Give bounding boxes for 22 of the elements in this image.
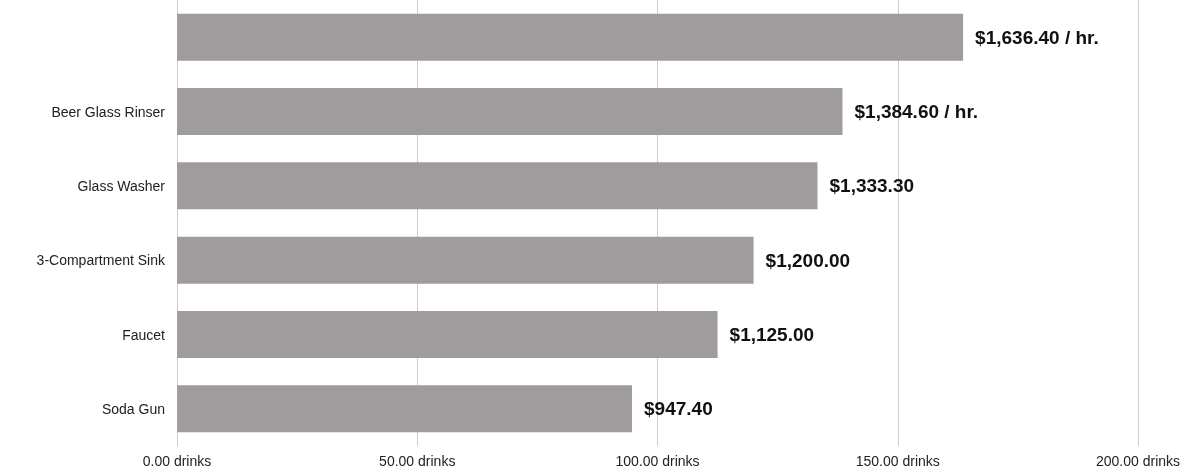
annotation: $1,333.30 [829, 175, 915, 197]
x-tick-label: 0.00 drinks [142, 453, 212, 468]
x-tick-label: 50.00 drinks [379, 453, 456, 468]
x-tick-label: 150.00 drinks [855, 453, 940, 468]
y-tick-label: Faucet [122, 326, 166, 343]
annotation: $947.40 [644, 398, 713, 420]
annotation: $1,200.00 [765, 249, 851, 271]
annotation: $1,384.60 / hr. [854, 101, 979, 122]
y-tick-label: 3-Compartment Sink [36, 252, 166, 269]
bar [177, 13, 964, 61]
bar [177, 162, 818, 210]
bar [177, 236, 754, 284]
y-tick-label: Beer Glass Rinser [51, 103, 166, 120]
annotation: $1,636.40 / hr. [975, 26, 1099, 48]
y-tick-label: Glass Washer [77, 177, 166, 194]
y-tick-label: Soda Gun [101, 400, 165, 417]
x-tick-label: 200.00 drinks [1095, 453, 1181, 468]
bar [177, 385, 633, 433]
annotation: $1,125.00 [729, 324, 815, 345]
bar [177, 88, 843, 135]
x-tick-label: 100.00 drinks [615, 453, 700, 468]
bar [177, 311, 718, 358]
